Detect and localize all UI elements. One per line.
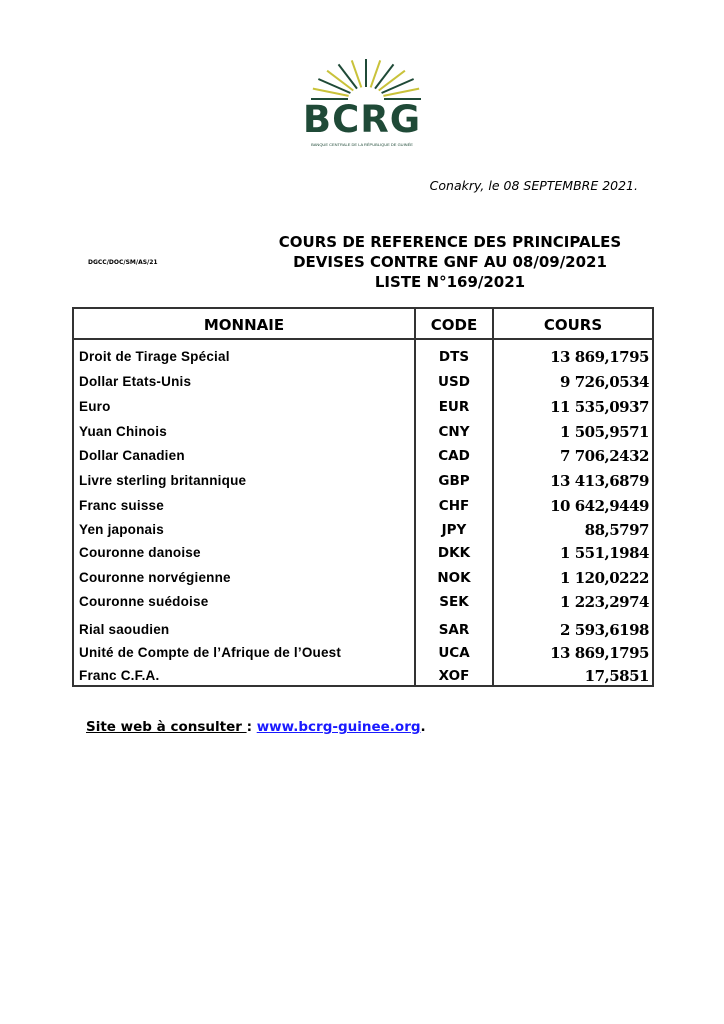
table-row: Euro EUR 11 535,0937 bbox=[74, 397, 652, 417]
currency-code: UCA bbox=[438, 645, 470, 661]
currency-code: EUR bbox=[438, 399, 470, 415]
exchange-rate: 11 535,0937 bbox=[550, 398, 649, 416]
currency-name: Couronne danoise bbox=[79, 545, 201, 560]
exchange-rate: 2 593,6198 bbox=[560, 621, 649, 639]
currency-code: SEK bbox=[439, 594, 469, 610]
exchange-rate: 1 120,0222 bbox=[560, 569, 649, 587]
currency-name: Dollar Etats-Unis bbox=[79, 374, 192, 389]
end-period: . bbox=[420, 719, 426, 735]
table-row: Couronne danoise DKK 1 551,1984 bbox=[74, 543, 652, 563]
reference-code: DGCC/DOC/SM/AS/21 bbox=[88, 259, 158, 266]
currency-name: Rial saoudien bbox=[79, 622, 170, 637]
currency-code: DTS bbox=[438, 349, 470, 365]
logo-ray bbox=[381, 78, 415, 94]
logo-ray bbox=[383, 87, 420, 97]
currency-code: DKK bbox=[437, 545, 471, 561]
currency-code: USD bbox=[438, 374, 470, 390]
exchange-rate: 13 413,6879 bbox=[550, 472, 649, 490]
exchange-rate: 7 706,2432 bbox=[560, 447, 649, 465]
table-row: Franc suisse CHF 10 642,9449 bbox=[74, 496, 652, 516]
table-row: Livre sterling britannique GBP 13 413,68… bbox=[74, 471, 652, 491]
exchange-rate: 1 223,2974 bbox=[560, 593, 649, 611]
currency-name: Euro bbox=[79, 399, 111, 414]
currency-code: XOF bbox=[438, 668, 470, 684]
logo-ray bbox=[350, 60, 363, 88]
website-link[interactable]: www.bcrg-guinee.org bbox=[256, 719, 421, 735]
table-row: Rial saoudien SAR 2 593,6198 bbox=[74, 620, 652, 640]
column-divider bbox=[414, 309, 416, 685]
bcrg-logo-rays-icon bbox=[311, 59, 421, 100]
logo-ray bbox=[378, 69, 406, 92]
currency-name: Dollar Canadien bbox=[79, 448, 185, 463]
header-divider bbox=[74, 338, 652, 340]
currency-code: NOK bbox=[437, 570, 471, 586]
exchange-rate: 9 726,0534 bbox=[560, 373, 649, 391]
table-row: Franc C.F.A. XOF 17,5851 bbox=[74, 666, 652, 686]
logo-ray bbox=[312, 87, 349, 97]
website-label: Site web à consulter bbox=[86, 719, 247, 735]
header-currency: MONNAIE bbox=[203, 316, 285, 334]
currency-code: CNY bbox=[438, 424, 470, 440]
table-row: Couronne suédoise SEK 1 223,2974 bbox=[74, 592, 652, 612]
currency-name: Droit de Tirage Spécial bbox=[79, 349, 230, 364]
currency-name: Yen japonais bbox=[79, 522, 164, 537]
logo-ray bbox=[317, 78, 351, 94]
currency-name: Couronne suédoise bbox=[79, 594, 209, 609]
logo-ray bbox=[369, 60, 382, 88]
currency-name: Yuan Chinois bbox=[79, 424, 167, 439]
currency-name: Franc C.F.A. bbox=[79, 668, 160, 683]
logo-text: BCRG bbox=[302, 98, 422, 141]
table-row: Dollar Etats-Unis USD 9 726,0534 bbox=[74, 372, 652, 392]
currency-name: Livre sterling britannique bbox=[79, 473, 247, 488]
website-line: Site web à consulter : www.bcrg-guinee.o… bbox=[86, 718, 426, 736]
exchange-rate: 1 505,9571 bbox=[560, 423, 649, 441]
exchange-rate: 13 869,1795 bbox=[550, 348, 649, 366]
logo-ray bbox=[374, 63, 395, 90]
header-code: CODE bbox=[430, 316, 478, 334]
table-row: Dollar Canadien CAD 7 706,2432 bbox=[74, 446, 652, 466]
exchange-rate: 17,5851 bbox=[584, 667, 650, 685]
currency-code: JPY bbox=[441, 522, 467, 538]
title-line-2: DEVISES CONTRE GNF AU 08/09/2021 bbox=[293, 253, 607, 271]
logo-ray bbox=[326, 69, 354, 92]
currency-name: Couronne norvégienne bbox=[79, 570, 231, 585]
separator: : bbox=[246, 719, 257, 735]
table-row: Couronne norvégienne NOK 1 120,0222 bbox=[74, 568, 652, 588]
title-line-1: COURS DE REFERENCE DES PRINCIPALES bbox=[278, 233, 622, 251]
logo-ray bbox=[337, 63, 358, 90]
exchange-rate: 10 642,9449 bbox=[550, 497, 649, 515]
currency-name: Unité de Compte de l’Afrique de l’Ouest bbox=[79, 645, 342, 660]
exchange-rate: 13 869,1795 bbox=[550, 644, 649, 662]
date-line: Conakry, le 08 SEPTEMBRE 2021. bbox=[429, 178, 638, 193]
column-divider bbox=[492, 309, 494, 685]
table-row: Droit de Tirage Spécial DTS 13 869,1795 bbox=[74, 347, 652, 367]
rates-table: MONNAIE CODE COURS Droit de Tirage Spéci… bbox=[72, 307, 654, 687]
currency-code: GBP bbox=[438, 473, 470, 489]
header-rate: COURS bbox=[543, 316, 603, 334]
table-row: Yen japonais JPY 88,5797 bbox=[74, 520, 652, 540]
exchange-rate: 1 551,1984 bbox=[560, 544, 649, 562]
currency-code: CHF bbox=[438, 498, 470, 514]
table-row: Yuan Chinois CNY 1 505,9571 bbox=[74, 422, 652, 442]
currency-name: Franc suisse bbox=[79, 498, 164, 513]
title-line-3: LISTE N°169/2021 bbox=[374, 273, 526, 291]
currency-code: CAD bbox=[438, 448, 470, 464]
currency-code: SAR bbox=[438, 622, 470, 638]
logo-subtitle: BANQUE CENTRALE DE LA RÉPUBLIQUE DE GUIN… bbox=[311, 142, 413, 147]
exchange-rate: 88,5797 bbox=[584, 521, 650, 539]
table-row: Unité de Compte de l’Afrique de l’Ouest … bbox=[74, 643, 652, 663]
